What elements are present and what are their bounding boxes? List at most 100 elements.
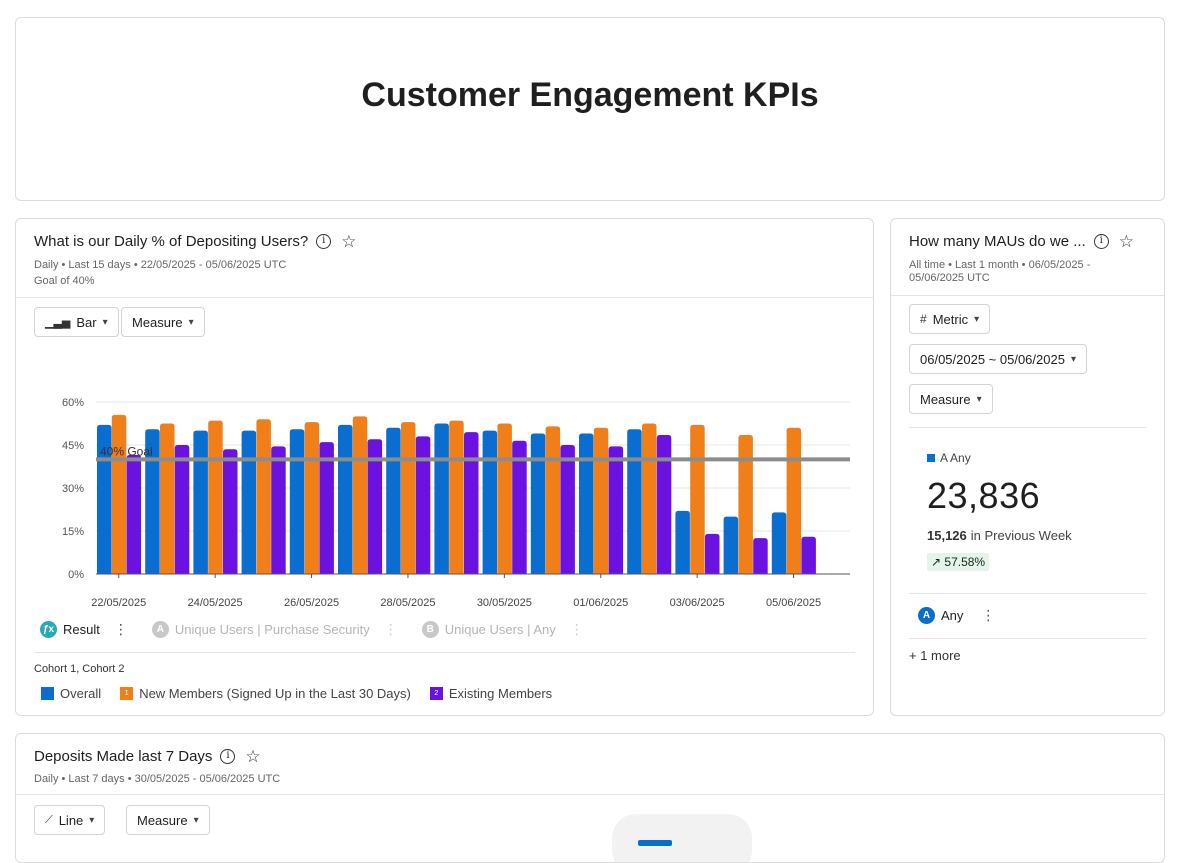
- formula-label[interactable]: Result: [63, 622, 100, 637]
- change-badge: ↗ 57.58%: [927, 553, 990, 571]
- bar-new-members[interactable]: [497, 423, 512, 575]
- bar-existing-members[interactable]: [656, 434, 672, 574]
- chevron-down-icon: ▾: [976, 393, 982, 405]
- card-meta: Daily • Last 15 days • 22/05/2025 - 05/0…: [34, 259, 287, 271]
- bar-existing-members[interactable]: [367, 439, 383, 574]
- legend-label-overall[interactable]: Overall: [60, 686, 102, 701]
- bar-overall[interactable]: [386, 427, 401, 574]
- bar-new-members[interactable]: [111, 414, 127, 574]
- x-tick-label: 28/05/2025: [380, 597, 435, 609]
- metric-row: A Any ⋮: [918, 607, 1019, 624]
- goal-label: 40% Goal: [100, 444, 153, 458]
- star-icon[interactable]: ☆: [1118, 232, 1134, 251]
- more-link[interactable]: + 1 more: [909, 648, 961, 663]
- card-title[interactable]: What is our Daily % of Depositing Users?: [34, 233, 309, 250]
- bar-existing-members[interactable]: [560, 445, 575, 574]
- bar-overall[interactable]: [193, 430, 208, 574]
- x-tick-label: 03/06/2025: [670, 597, 725, 609]
- metric-label[interactable]: Any: [941, 608, 964, 623]
- bar-existing-members[interactable]: [415, 436, 431, 574]
- deposits-card: Deposits Made last 7 Days i ☆ Daily • La…: [15, 733, 1165, 863]
- bar-existing-members[interactable]: [319, 442, 334, 574]
- x-tick-label: 05/06/2025: [766, 597, 821, 609]
- bar-overall[interactable]: [241, 430, 257, 574]
- dashboard-title-card: Customer Engagement KPIs: [15, 17, 1165, 201]
- y-tick-label: 45%: [62, 440, 84, 452]
- y-tick-label: 15%: [62, 526, 84, 538]
- bar-existing-members[interactable]: [126, 455, 142, 574]
- more-options-icon[interactable]: ⋮: [383, 621, 398, 637]
- bar-existing-members[interactable]: [223, 449, 238, 574]
- card-title[interactable]: How many MAUs do we ...: [909, 233, 1086, 250]
- bar-existing-members[interactable]: [512, 440, 527, 574]
- chevron-down-icon: ▾: [974, 313, 980, 325]
- bar-overall[interactable]: [723, 516, 739, 574]
- measure-button[interactable]: Measure ▾: [909, 384, 993, 414]
- info-icon[interactable]: i: [316, 234, 332, 249]
- bar-overall[interactable]: [530, 433, 546, 574]
- bar-new-members[interactable]: [449, 420, 464, 574]
- chart-type-label: Bar: [76, 314, 97, 330]
- chevron-down-icon: ▾: [188, 316, 194, 328]
- bar-overall[interactable]: [97, 424, 112, 574]
- bar-new-members[interactable]: [352, 416, 368, 574]
- card-title[interactable]: Deposits Made last 7 Days: [34, 748, 213, 765]
- bar-new-members[interactable]: [593, 427, 609, 574]
- metric-legend: ƒx Result ⋮ A Unique Users | Purchase Se…: [40, 621, 608, 638]
- formula-icon: ƒx: [40, 621, 57, 638]
- chart-type-button[interactable]: ▁▃▅ Bar ▾: [34, 307, 119, 337]
- more-options-icon[interactable]: ⋮: [113, 621, 128, 637]
- bar-overall[interactable]: [434, 423, 449, 575]
- chart-type-button[interactable]: # Metric ▾: [909, 304, 991, 334]
- bar-existing-members[interactable]: [464, 432, 479, 574]
- metric-b-label[interactable]: Unique Users | Any: [444, 622, 556, 637]
- chevron-down-icon: ▾: [102, 316, 108, 328]
- bar-new-members[interactable]: [160, 423, 175, 575]
- measure-button[interactable]: Measure ▾: [121, 307, 205, 337]
- bar-new-members[interactable]: [738, 434, 753, 574]
- metric-b-badge: B: [421, 621, 439, 638]
- dashboard-title: Customer Engagement KPIs: [361, 76, 819, 114]
- bar-new-members[interactable]: [690, 424, 705, 574]
- bar-overall[interactable]: [579, 433, 594, 574]
- chart-type-button[interactable]: ⟋ Line ▾: [34, 805, 106, 835]
- info-icon[interactable]: i: [1093, 234, 1109, 249]
- bar-existing-members[interactable]: [271, 446, 286, 574]
- bar-new-members[interactable]: [256, 419, 271, 574]
- chevron-down-icon: ▾: [89, 814, 95, 826]
- info-icon[interactable]: i: [220, 749, 236, 764]
- arrow-up-right-icon: ↗: [931, 555, 942, 569]
- bar-overall[interactable]: [675, 510, 690, 574]
- star-icon[interactable]: ☆: [341, 232, 357, 251]
- bar-new-members[interactable]: [208, 420, 223, 574]
- more-options-icon[interactable]: ⋮: [569, 621, 584, 637]
- bar-existing-members[interactable]: [174, 445, 190, 574]
- measure-button[interactable]: Measure ▾: [126, 805, 210, 835]
- bar-new-members[interactable]: [642, 423, 657, 575]
- bar-existing-members[interactable]: [753, 538, 768, 574]
- bar-overall[interactable]: [338, 424, 353, 574]
- bar-overall[interactable]: [482, 430, 498, 574]
- bar-existing-members[interactable]: [801, 536, 816, 574]
- bar-new-members[interactable]: [401, 422, 416, 574]
- more-options-icon[interactable]: ⋮: [981, 607, 996, 623]
- date-range-button[interactable]: 06/05/2025 ~ 05/06/2025 ▾: [909, 344, 1087, 374]
- chevron-down-icon: ▾: [193, 814, 199, 826]
- metric-a-label[interactable]: Unique Users | Purchase Security: [174, 622, 370, 637]
- bar-overall[interactable]: [627, 429, 642, 574]
- bar-new-members[interactable]: [545, 426, 561, 574]
- chart-type-label: Line: [58, 812, 84, 828]
- bar-overall[interactable]: [145, 429, 160, 574]
- bar-overall[interactable]: [289, 429, 305, 574]
- bar-overall[interactable]: [771, 512, 787, 574]
- x-tick-label: 30/05/2025: [477, 597, 532, 609]
- bar-existing-members[interactable]: [705, 533, 720, 574]
- mau-card: How many MAUs do we ... i ☆ All time • L…: [890, 218, 1165, 716]
- bar-new-members[interactable]: [304, 422, 320, 574]
- bar-existing-members[interactable]: [608, 446, 624, 574]
- bar-new-members[interactable]: [786, 427, 802, 574]
- star-icon[interactable]: ☆: [245, 747, 261, 766]
- legend-label-new[interactable]: New Members (Signed Up in the Last 30 Da…: [139, 686, 411, 701]
- legend-label-existing[interactable]: Existing Members: [448, 686, 553, 701]
- legend-swatch-overall: [41, 687, 54, 700]
